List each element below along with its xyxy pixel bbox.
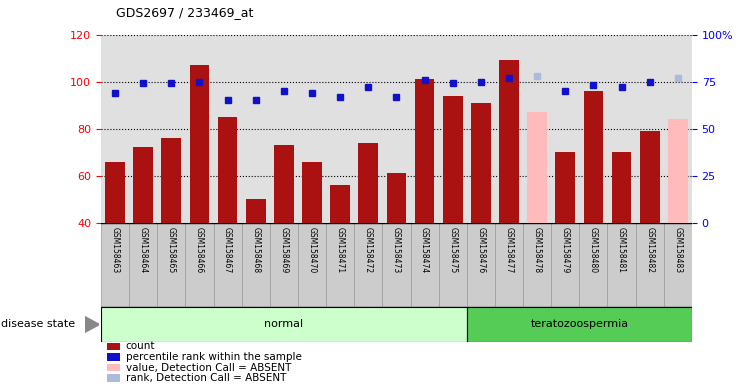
Bar xyxy=(495,223,523,307)
Bar xyxy=(101,307,467,342)
Bar xyxy=(190,65,209,223)
Text: GSM158478: GSM158478 xyxy=(533,227,542,273)
Text: GSM158482: GSM158482 xyxy=(646,227,654,273)
Text: GSM158473: GSM158473 xyxy=(392,227,401,273)
Bar xyxy=(467,307,692,342)
Bar xyxy=(668,119,687,223)
Bar xyxy=(551,223,580,307)
Bar xyxy=(274,145,294,223)
Text: GSM158465: GSM158465 xyxy=(167,227,176,273)
Bar xyxy=(218,117,237,223)
Text: GSM158466: GSM158466 xyxy=(195,227,204,273)
Bar xyxy=(298,223,326,307)
Bar xyxy=(580,223,607,307)
Text: GDS2697 / 233469_at: GDS2697 / 233469_at xyxy=(116,6,254,19)
Text: GSM158463: GSM158463 xyxy=(111,227,120,273)
Bar xyxy=(107,364,120,371)
Bar xyxy=(387,173,406,223)
Bar xyxy=(556,152,575,223)
Bar xyxy=(107,353,120,361)
Bar xyxy=(663,223,692,307)
Text: GSM158474: GSM158474 xyxy=(420,227,429,273)
Text: count: count xyxy=(126,341,156,351)
Bar xyxy=(583,91,603,223)
Text: GSM158472: GSM158472 xyxy=(364,227,373,273)
Bar xyxy=(467,223,495,307)
Text: GSM158469: GSM158469 xyxy=(280,227,289,273)
Text: GSM158480: GSM158480 xyxy=(589,227,598,273)
Text: GSM158471: GSM158471 xyxy=(336,227,345,273)
Bar xyxy=(331,185,350,223)
Bar xyxy=(411,223,438,307)
Text: normal: normal xyxy=(264,319,304,329)
Text: teratozoospermia: teratozoospermia xyxy=(530,319,628,329)
Bar xyxy=(527,112,547,223)
Bar xyxy=(358,143,378,223)
Text: disease state: disease state xyxy=(1,319,76,329)
Bar xyxy=(414,79,435,223)
Bar xyxy=(382,223,411,307)
Bar xyxy=(107,374,120,382)
Bar xyxy=(213,223,242,307)
Text: GSM158467: GSM158467 xyxy=(223,227,232,273)
Text: GSM158479: GSM158479 xyxy=(561,227,570,273)
Text: GSM158475: GSM158475 xyxy=(448,227,457,273)
Bar xyxy=(499,60,519,223)
Text: value, Detection Call = ABSENT: value, Detection Call = ABSENT xyxy=(126,362,291,372)
Bar xyxy=(523,223,551,307)
Text: percentile rank within the sample: percentile rank within the sample xyxy=(126,352,301,362)
Bar xyxy=(129,223,157,307)
Text: rank, Detection Call = ABSENT: rank, Detection Call = ABSENT xyxy=(126,373,286,383)
Bar xyxy=(105,162,125,223)
Bar xyxy=(162,138,181,223)
Text: GSM158483: GSM158483 xyxy=(673,227,682,273)
Bar xyxy=(612,152,631,223)
Bar xyxy=(186,223,213,307)
Text: GSM158464: GSM158464 xyxy=(138,227,147,273)
Bar xyxy=(157,223,186,307)
Bar xyxy=(640,131,660,223)
Polygon shape xyxy=(85,316,99,333)
Bar xyxy=(101,223,129,307)
Bar xyxy=(242,223,270,307)
Bar xyxy=(302,162,322,223)
Text: GSM158476: GSM158476 xyxy=(476,227,485,273)
Bar xyxy=(246,199,266,223)
Text: GSM158477: GSM158477 xyxy=(504,227,513,273)
Text: GSM158468: GSM158468 xyxy=(251,227,260,273)
Bar xyxy=(107,343,120,350)
Bar xyxy=(326,223,355,307)
Bar xyxy=(133,147,153,223)
Bar xyxy=(270,223,298,307)
Bar xyxy=(636,223,663,307)
Bar xyxy=(355,223,382,307)
Text: GSM158481: GSM158481 xyxy=(617,227,626,273)
Bar xyxy=(438,223,467,307)
Bar xyxy=(471,103,491,223)
Bar xyxy=(443,96,462,223)
Text: GSM158470: GSM158470 xyxy=(307,227,316,273)
Bar xyxy=(607,223,636,307)
